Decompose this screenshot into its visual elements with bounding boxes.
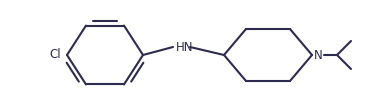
Text: N: N: [314, 49, 323, 61]
Text: HN: HN: [176, 41, 193, 54]
Text: Cl: Cl: [49, 49, 61, 61]
